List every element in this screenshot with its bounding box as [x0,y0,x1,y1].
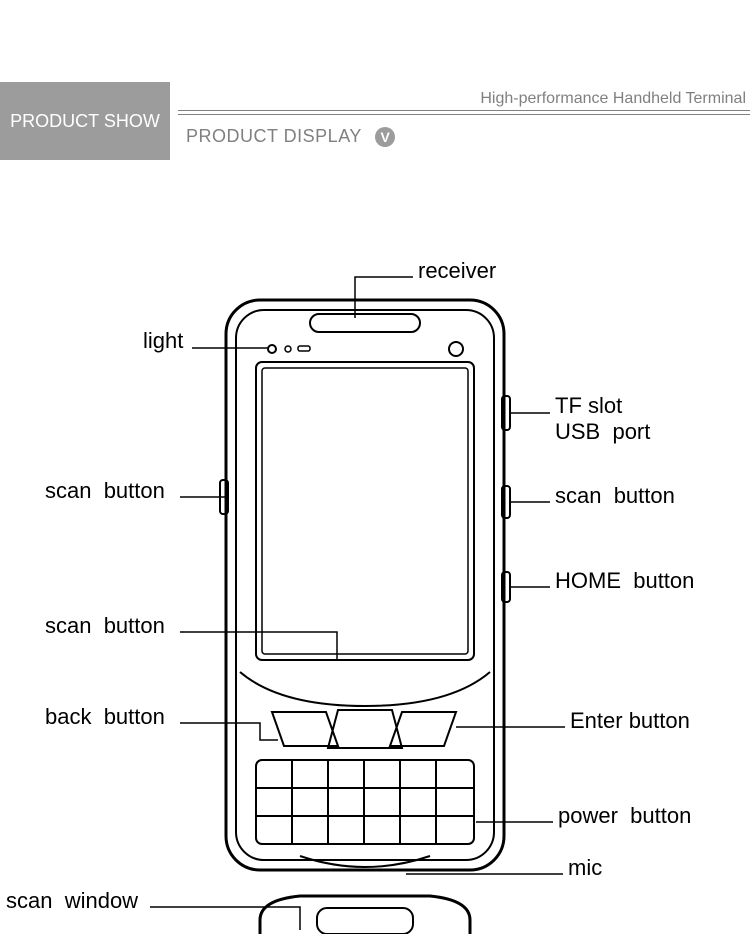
callout-power-button: power button [558,803,691,829]
callout-scan-button-right: scan button [555,483,675,509]
callout-enter-button: Enter button [570,708,690,734]
device-illustration [0,0,750,934]
callout-light: light [143,328,183,354]
callout-scan-button-left-2: scan button [45,613,165,639]
callout-back-button: back button [45,704,165,730]
callout-scan-window: scan window [6,888,138,914]
callout-mic: mic [568,855,602,881]
callout-scan-button-left-1: scan button [45,478,165,504]
callout-receiver: receiver [418,258,496,284]
callout-tf-usb: TF slot USB port [555,393,650,445]
callout-home-button: HOME button [555,568,694,594]
